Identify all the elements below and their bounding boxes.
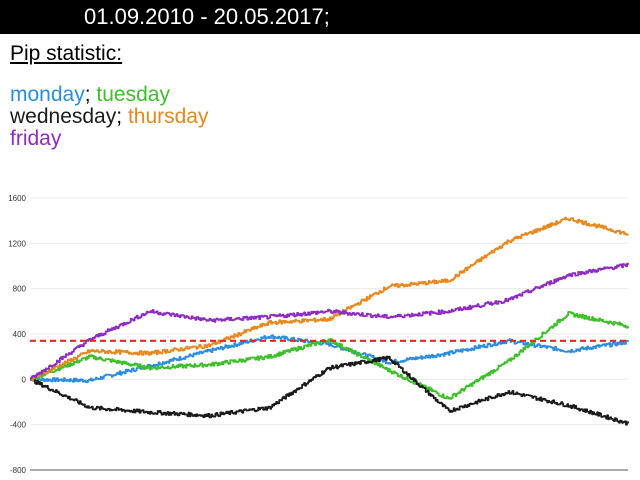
y-tick-label: 800 bbox=[13, 285, 27, 294]
legend-row-1: monday; tuesday bbox=[10, 84, 208, 106]
chart-subtitle: Pip statistic: bbox=[10, 42, 123, 65]
legend-wednesday: wednesday bbox=[10, 105, 117, 128]
pip-line-chart: -800 -400 0 400 800 1200 1600 bbox=[8, 194, 629, 475]
y-tick-label: 1600 bbox=[8, 194, 26, 203]
y-tick-label: -800 bbox=[10, 466, 27, 475]
legend: monday; tuesday wednesday; thursday frid… bbox=[10, 84, 208, 150]
wednesday-line bbox=[30, 355, 629, 426]
legend-separator: ; bbox=[84, 83, 91, 106]
y-tick-label: 1200 bbox=[8, 239, 26, 248]
y-tick-label: 0 bbox=[22, 375, 27, 384]
legend-thursday: thursday bbox=[127, 105, 209, 128]
y-tick-label: -400 bbox=[10, 421, 27, 430]
legend-separator: ; bbox=[116, 105, 123, 128]
header-bar: 01.09.2010 - 20.05.2017; bbox=[0, 0, 640, 34]
legend-tuesday: tuesday bbox=[96, 83, 170, 106]
friday-line bbox=[30, 262, 629, 381]
y-tick-label: 400 bbox=[13, 330, 27, 339]
tuesday-line bbox=[30, 311, 629, 400]
date-range-title: 01.09.2010 - 20.05.2017; bbox=[84, 4, 330, 29]
monday-line bbox=[30, 334, 629, 384]
legend-row-3: friday bbox=[10, 128, 208, 150]
thursday-line bbox=[30, 216, 629, 382]
legend-monday: monday bbox=[10, 83, 85, 106]
legend-row-2: wednesday; thursday bbox=[10, 106, 208, 128]
legend-friday: friday bbox=[10, 127, 62, 150]
